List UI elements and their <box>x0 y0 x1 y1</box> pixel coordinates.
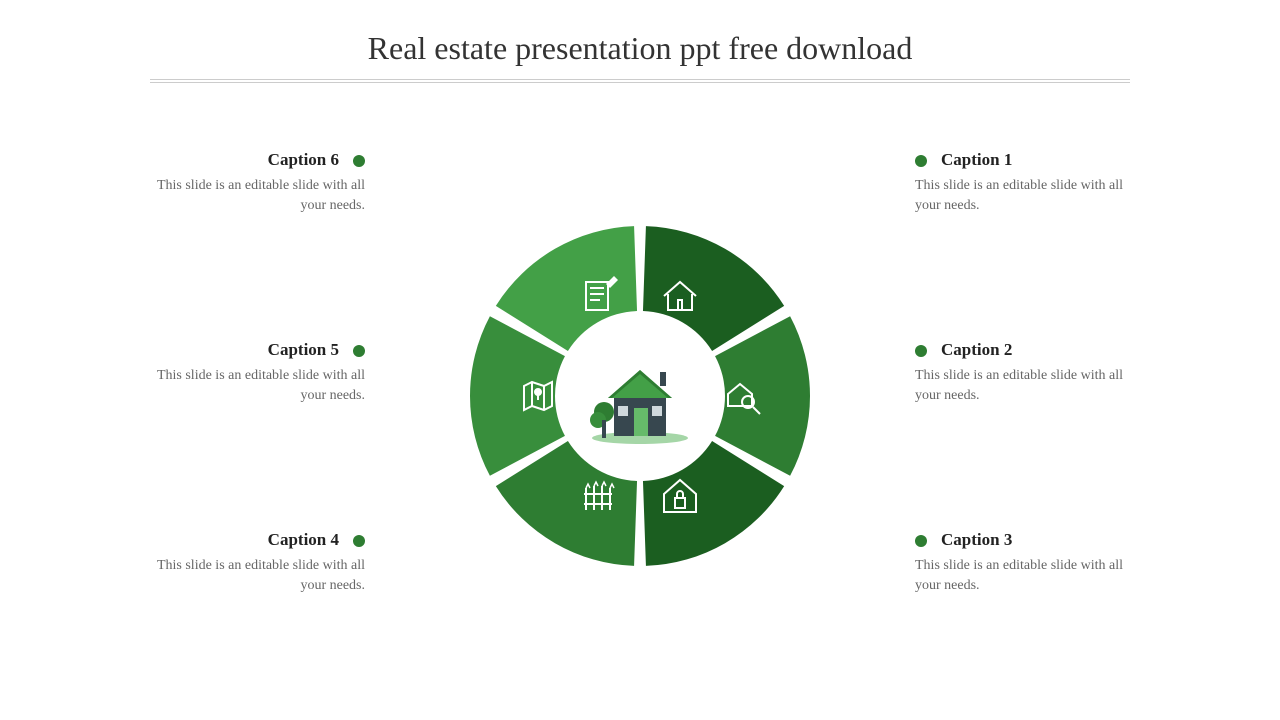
bullet-icon <box>915 155 927 167</box>
caption-desc: This slide is an editable slide with all… <box>135 366 365 405</box>
bullet-icon <box>915 535 927 547</box>
caption-desc: This slide is an editable slide with all… <box>135 556 365 595</box>
caption-desc: This slide is an editable slide with all… <box>915 176 1145 215</box>
caption-title-text: Caption 6 <box>268 150 339 169</box>
center-illustration <box>560 316 720 476</box>
caption-title-text: Caption 2 <box>941 340 1012 359</box>
caption-desc: This slide is an editable slide with all… <box>915 556 1145 595</box>
caption-4: Caption 4 This slide is an editable slid… <box>135 530 365 595</box>
bullet-icon <box>353 345 365 357</box>
map-pin-icon <box>516 374 560 418</box>
title-underline <box>150 79 1130 83</box>
caption-6: Caption 6 This slide is an editable slid… <box>135 150 365 215</box>
page-title: Real estate presentation ppt free downlo… <box>0 0 1280 67</box>
caption-title-text: Caption 5 <box>268 340 339 359</box>
caption-title-text: Caption 4 <box>268 530 339 549</box>
caption-desc: This slide is an editable slide with all… <box>915 366 1145 405</box>
fence-icon <box>578 474 622 518</box>
caption-5: Caption 5 This slide is an editable slid… <box>135 340 365 405</box>
caption-title-text: Caption 1 <box>941 150 1012 169</box>
caption-title-text: Caption 3 <box>941 530 1012 549</box>
caption-3: Caption 3 This slide is an editable slid… <box>915 530 1145 595</box>
bullet-icon <box>353 155 365 167</box>
house-outline-icon <box>658 274 702 318</box>
caption-desc: This slide is an editable slide with all… <box>135 176 365 215</box>
caption-2: Caption 2 This slide is an editable slid… <box>915 340 1145 405</box>
search-house-icon <box>720 374 764 418</box>
caption-1: Caption 1 This slide is an editable slid… <box>915 150 1145 215</box>
bullet-icon <box>353 535 365 547</box>
document-edit-icon <box>578 274 622 318</box>
bullet-icon <box>915 345 927 357</box>
circular-diagram <box>470 226 810 566</box>
lock-house-icon <box>658 474 702 518</box>
